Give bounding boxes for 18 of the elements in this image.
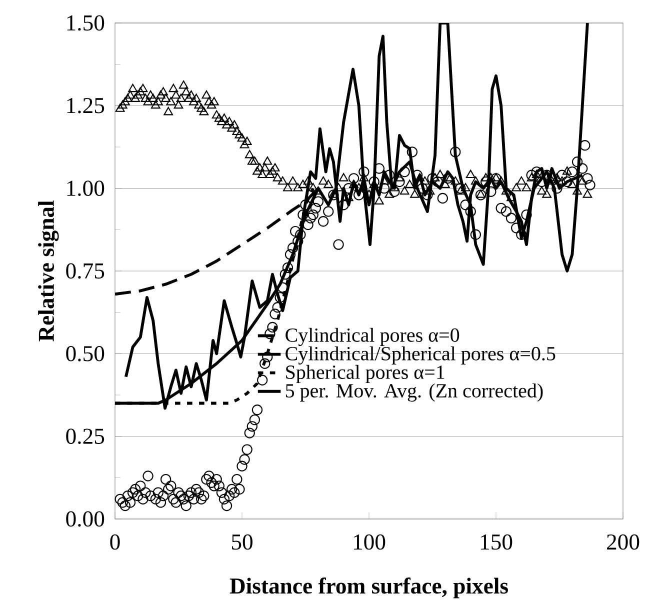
x-tick-label: 50 <box>232 534 252 550</box>
x-tick-label: 150 <box>480 534 512 550</box>
y-tick-label: 1.00 <box>67 180 104 196</box>
legend-label: Cylindrical pores α=0 <box>286 328 460 346</box>
y-tick-label: 1.50 <box>67 15 104 31</box>
y-axis-title: Relative signal <box>38 200 59 342</box>
y-tick-label: 0.75 <box>66 263 104 279</box>
y-tick-label: 0.25 <box>66 428 104 444</box>
x-axis-title: Distance from surface, pixels <box>230 578 508 598</box>
y-tick-label: 0.00 <box>66 511 104 527</box>
legend-label: Spherical pores α=1 <box>286 364 444 384</box>
x-tick-label: 0 <box>110 534 120 550</box>
y-tick-label: 1.25 <box>67 98 104 114</box>
legend-label: 5 per. Mov. Avg. (Zn corrected) <box>286 383 543 402</box>
x-tick-label: 100 <box>354 534 386 550</box>
legend-label: Cylindrical/Spherical pores α=0.5 <box>286 346 556 365</box>
x-tick-label: 200 <box>607 534 640 550</box>
y-tick-label: 0.50 <box>66 346 104 362</box>
